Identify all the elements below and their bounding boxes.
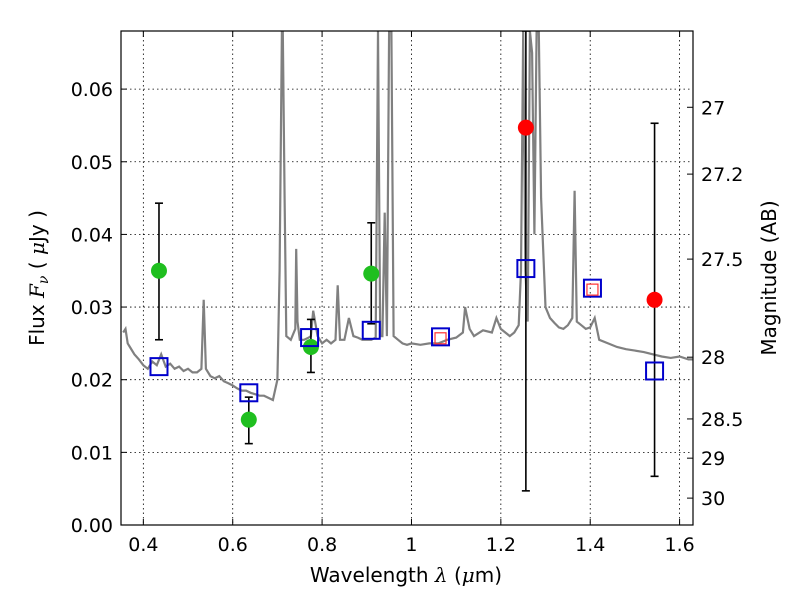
x-tick-label: 1.2 — [486, 534, 516, 556]
model-square — [149, 357, 169, 377]
small-square — [434, 332, 447, 345]
y-tick-label: 0.01 — [71, 442, 113, 464]
y-axis-label-right: Magnitude (AB) — [757, 200, 781, 355]
grid — [121, 31, 693, 526]
right-tick-label: 27.2 — [701, 164, 743, 186]
right-tick-label: 28.5 — [701, 409, 743, 431]
ticks: 0.4 0.6 0.8 1 1.2 1.4 1.6 0.00 0.01 0.02 0.03 0.04 0… — [71, 31, 743, 556]
right-tick-label: 29 — [701, 448, 725, 470]
x-tick-label: 1.6 — [664, 534, 694, 556]
y-axis-label-left: Flux Fν ( μJy ) — [25, 210, 52, 346]
model-square — [431, 327, 451, 347]
y-tick-label: 0.06 — [71, 79, 113, 101]
model-square — [516, 259, 536, 279]
data-point — [150, 262, 167, 279]
y-tick-label: 0.04 — [71, 224, 113, 246]
y-tick-label: 0.02 — [71, 370, 113, 392]
spectrum-line — [122, 31, 693, 402]
x-tick-label: 1 — [405, 534, 417, 556]
y-tick-label: 0.03 — [71, 297, 113, 319]
model-square — [361, 320, 381, 340]
model-square — [645, 361, 665, 381]
x-tick-label: 0.8 — [307, 534, 337, 556]
model-square — [300, 328, 320, 348]
right-tick-label: 30 — [701, 488, 725, 510]
error-bars — [154, 31, 659, 492]
x-tick-label: 1.4 — [575, 534, 605, 556]
x-tick-label: 0.4 — [128, 534, 158, 556]
data-point — [240, 411, 257, 428]
y-tick-label: 0.05 — [71, 152, 113, 174]
y-tick-label: 0.00 — [71, 515, 113, 537]
model-square — [239, 383, 259, 403]
x-tick-label: 0.6 — [218, 534, 248, 556]
x-axis-label: Wavelength λ (μm) — [310, 563, 502, 587]
model-square — [582, 278, 602, 298]
data-point — [363, 265, 380, 282]
right-tick-label: 27.5 — [701, 249, 743, 271]
data-point — [517, 119, 534, 136]
data-point — [646, 291, 663, 308]
right-tick-label: 28 — [701, 347, 725, 369]
data-markers — [149, 119, 665, 428]
plot-frame — [120, 30, 694, 526]
right-tick-label: 27 — [701, 97, 725, 119]
small-square — [586, 283, 599, 296]
